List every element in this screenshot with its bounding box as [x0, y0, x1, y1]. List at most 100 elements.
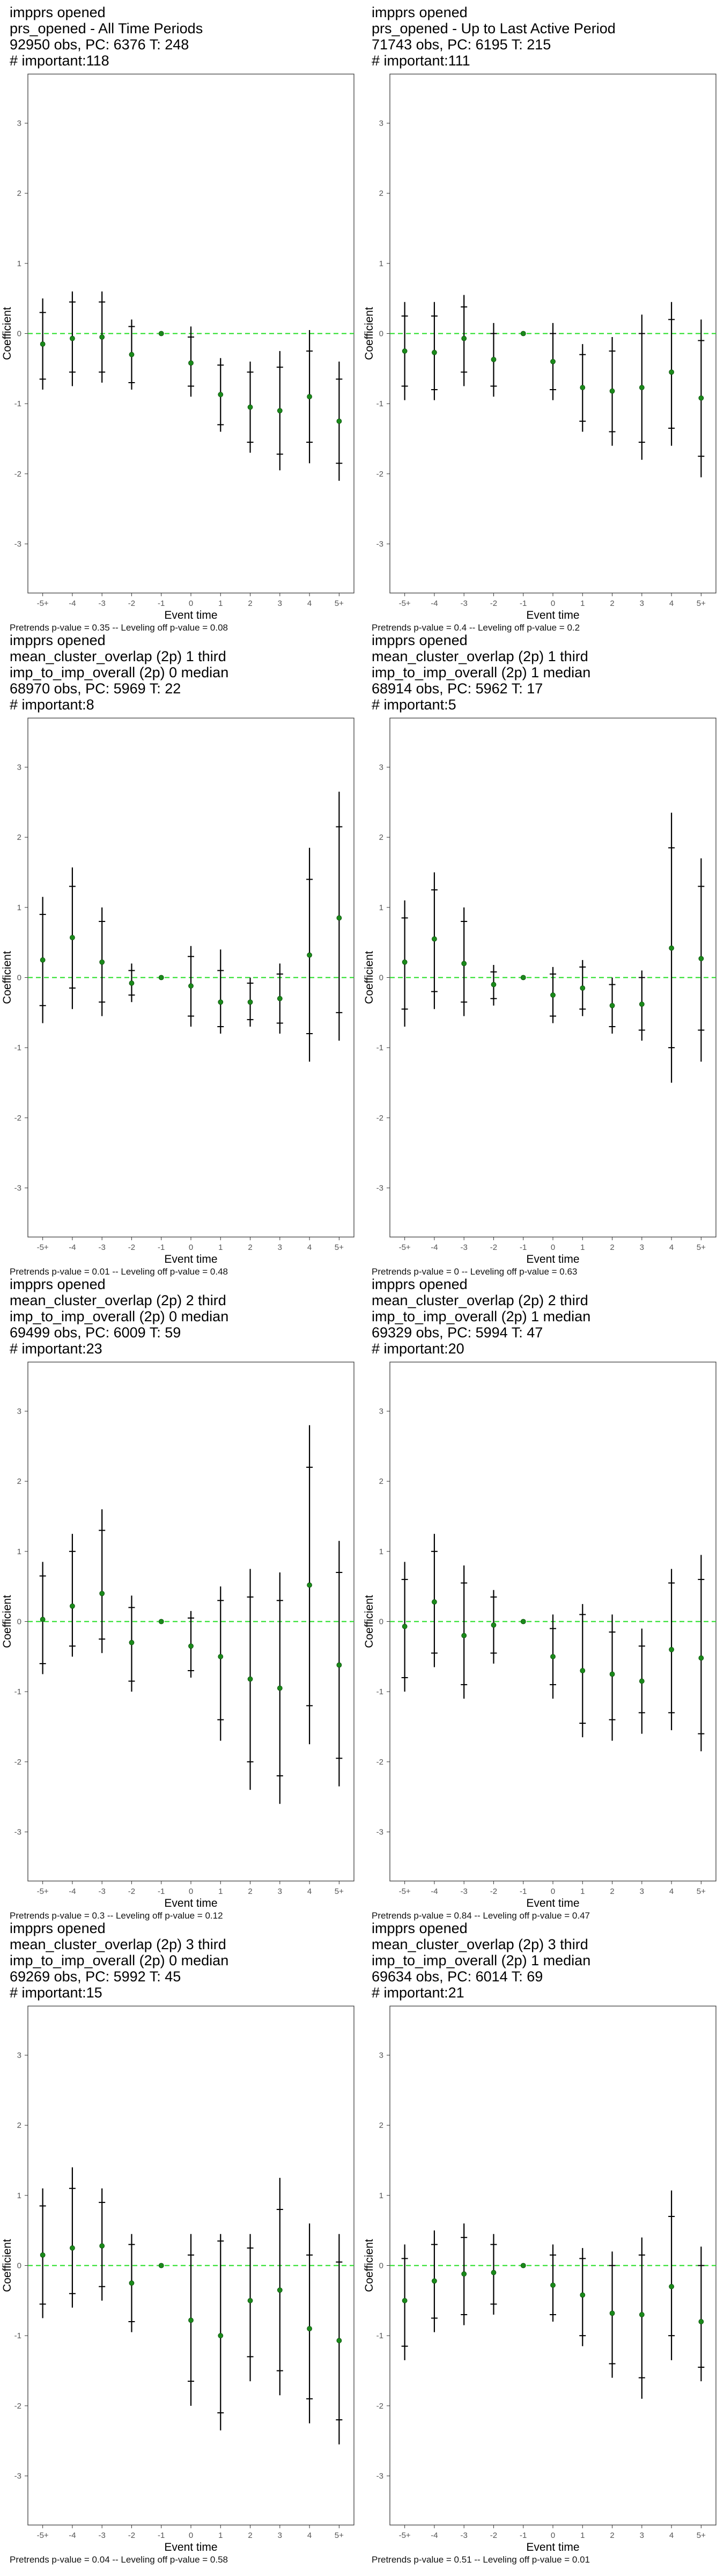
x-tick-label: -3 — [99, 1243, 106, 1252]
coefficient-point — [99, 959, 105, 965]
x-tick-label: -5+ — [399, 2531, 411, 2540]
x-tick-label: -2 — [490, 2531, 497, 2540]
coefficient-point — [580, 385, 586, 391]
pvalue-footer: Pretrends p-value = 0.84 -- Leveling off… — [372, 1911, 590, 1921]
x-tick-label: 0 — [551, 1243, 555, 1252]
chart-title-line: mean_cluster_overlap (2p) 1 third — [10, 648, 226, 664]
coefficient-point — [698, 2319, 704, 2324]
x-tick-label: 2 — [610, 2531, 614, 2540]
coefficient-point — [491, 356, 497, 362]
x-tick-label: 1 — [218, 2531, 223, 2540]
x-tick-label: -4 — [431, 2531, 438, 2540]
y-tick-label: -3 — [376, 2472, 383, 2481]
y-tick-label: 0 — [17, 2262, 21, 2271]
chart-panel-8: impprs opened mean_cluster_overlap (2p) 3… — [362, 1920, 724, 2576]
x-tick-label: -1 — [158, 2531, 165, 2540]
y-tick-label: 1 — [379, 2191, 383, 2200]
coefficient-point — [336, 1662, 342, 1668]
coefficient-point — [277, 996, 283, 1001]
y-tick-label: 1 — [17, 259, 21, 268]
x-tick-label: -5+ — [399, 599, 411, 608]
y-tick-label: 1 — [17, 2191, 21, 2200]
x-tick-label: 5+ — [697, 1243, 706, 1252]
coefficient-point — [129, 2280, 135, 2286]
y-tick-label: 0 — [17, 1618, 21, 1627]
x-tick-label: 4 — [307, 1887, 312, 1896]
y-tick-label: 2 — [17, 2121, 21, 2130]
y-tick-label: 1 — [17, 903, 21, 912]
x-tick-label: 1 — [580, 1243, 585, 1252]
x-tick-label: 1 — [218, 1243, 223, 1252]
coefficient-point — [432, 936, 437, 942]
coefficient-point — [70, 335, 75, 341]
x-tick-label: 4 — [307, 599, 312, 608]
x-tick-label: -3 — [461, 1887, 468, 1896]
chart-svg: 3 2 1 0 -1 -2 -3 -5+ -4 -3 -2 -1 0 1 2 3 4 5+ Event time Co… — [1, 718, 354, 1265]
x-tick-label: -2 — [490, 599, 497, 608]
chart-title-line: imp_to_imp_overall (2p) 1 median — [372, 664, 591, 680]
coefficient-point — [520, 975, 526, 980]
coefficient-point — [99, 2243, 105, 2249]
coefficient-point — [247, 999, 253, 1005]
y-tick-label: -1 — [14, 1687, 21, 1696]
x-tick-label: -4 — [69, 1887, 76, 1896]
chart-title-line: impprs opened — [10, 1920, 106, 1936]
coefficient-point — [491, 1622, 497, 1628]
x-tick-label: 2 — [248, 1887, 252, 1896]
y-tick-label: -2 — [14, 1758, 21, 1767]
y-axis-label: Coefficient — [1, 2239, 13, 2292]
x-tick-label: 0 — [189, 1243, 193, 1252]
x-tick-label: -4 — [431, 1243, 438, 1252]
x-axis-label: Event time — [526, 609, 579, 621]
x-tick-label: -5+ — [37, 2531, 49, 2540]
x-axis-label: Event time — [164, 1253, 217, 1265]
x-tick-label: -1 — [520, 1243, 527, 1252]
x-tick-label: -1 — [158, 599, 165, 608]
x-tick-label: -1 — [158, 1243, 165, 1252]
y-axis-label: Coefficient — [363, 951, 375, 1004]
y-tick-label: 2 — [379, 1477, 383, 1486]
y-tick-label: 3 — [17, 2051, 21, 2060]
coefficient-point — [402, 348, 408, 354]
chart-title-line: # important:5 — [372, 697, 456, 713]
chart-title-line: imp_to_imp_overall (2p) 1 median — [372, 1952, 591, 1968]
x-tick-label: 5+ — [697, 2531, 706, 2540]
chart-title-line: # important:8 — [10, 697, 94, 713]
y-tick-label: 0 — [17, 330, 21, 339]
chart-title-line: # important:118 — [10, 53, 109, 69]
x-tick-label: 1 — [218, 599, 223, 608]
pvalue-footer: Pretrends p-value = 0.01 -- Leveling off… — [10, 1267, 228, 1277]
coefficient-point — [247, 404, 253, 410]
chart-title-line: mean_cluster_overlap (2p) 1 third — [372, 648, 588, 664]
chart-svg: 3 2 1 0 -1 -2 -3 -5+ -4 -3 -2 -1 0 1 2 3 4 5+ Event time Co… — [1, 74, 354, 621]
pvalue-footer: Pretrends p-value = 0.04 -- Leveling off… — [10, 2555, 228, 2565]
x-tick-label: 5+ — [697, 1887, 706, 1896]
chart-title-line: imp_to_imp_overall (2p) 0 median — [10, 664, 229, 680]
y-tick-label: -3 — [14, 1828, 21, 1837]
x-tick-label: 4 — [669, 1887, 674, 1896]
y-tick-label: -1 — [14, 1043, 21, 1052]
coefficient-point — [520, 2263, 526, 2268]
y-tick-label: 3 — [17, 763, 21, 772]
y-tick-label: 2 — [17, 1477, 21, 1486]
chart-title-line: prs_opened - Up to Last Active Period — [372, 20, 616, 36]
y-tick-label: 2 — [17, 833, 21, 842]
chart-panel-4: impprs opened mean_cluster_overlap (2p) 1… — [362, 632, 724, 1288]
y-tick-label: 0 — [379, 1618, 383, 1627]
x-tick-label: -2 — [128, 1887, 135, 1896]
chart-title-line: imp_to_imp_overall (2p) 0 median — [10, 1952, 229, 1968]
coefficient-point — [129, 980, 135, 986]
coefficient-point — [218, 999, 224, 1005]
coefficient-point — [336, 418, 342, 424]
x-tick-label: -1 — [520, 599, 527, 608]
pvalue-footer: Pretrends p-value = 0.35 -- Leveling off… — [10, 623, 228, 633]
pvalue-footer: Pretrends p-value = 0.51 -- Leveling off… — [372, 2555, 590, 2565]
x-tick-label: 3 — [640, 2531, 644, 2540]
coefficient-point — [307, 952, 312, 958]
y-tick-label: -3 — [14, 1184, 21, 1193]
coefficient-point — [158, 331, 164, 336]
y-tick-label: 2 — [379, 189, 383, 198]
x-tick-label: 0 — [551, 2531, 555, 2540]
chart-svg: 3 2 1 0 -1 -2 -3 -5+ -4 -3 -2 -1 0 1 2 3 4 5+ Event time Co… — [1, 2006, 354, 2553]
y-axis-label: Coefficient — [1, 1595, 13, 1648]
